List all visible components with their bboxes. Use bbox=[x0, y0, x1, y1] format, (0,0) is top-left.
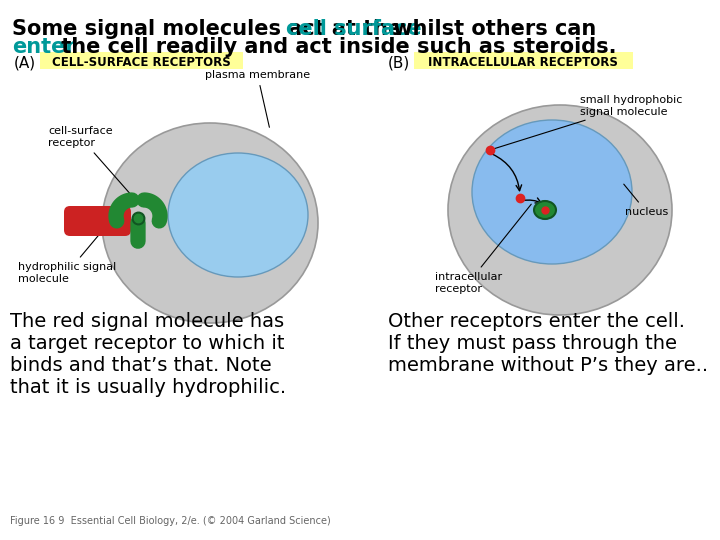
Ellipse shape bbox=[448, 105, 672, 315]
Text: Some signal molecules act at the: Some signal molecules act at the bbox=[12, 19, 410, 39]
Text: cell-surface
receptor: cell-surface receptor bbox=[48, 126, 138, 203]
Text: CELL-SURFACE RECEPTORS: CELL-SURFACE RECEPTORS bbox=[52, 56, 230, 69]
FancyBboxPatch shape bbox=[40, 51, 243, 69]
Text: INTRACELLULAR RECEPTORS: INTRACELLULAR RECEPTORS bbox=[428, 56, 618, 69]
Text: Other receptors enter the cell.
If they must pass through the
membrane without P: Other receptors enter the cell. If they … bbox=[388, 312, 708, 375]
Text: small hydrophobic
signal molecule: small hydrophobic signal molecule bbox=[492, 95, 683, 149]
FancyBboxPatch shape bbox=[413, 51, 632, 69]
Text: intracellular
receptor: intracellular receptor bbox=[435, 204, 531, 294]
Ellipse shape bbox=[534, 201, 556, 219]
Text: nucleus: nucleus bbox=[624, 184, 668, 217]
Ellipse shape bbox=[102, 123, 318, 323]
Text: whilst others can: whilst others can bbox=[385, 19, 595, 39]
Text: plasma membrane: plasma membrane bbox=[205, 70, 310, 127]
Ellipse shape bbox=[168, 153, 308, 277]
Text: the cell readily and act inside such as steroids.: the cell readily and act inside such as … bbox=[53, 37, 616, 57]
FancyBboxPatch shape bbox=[64, 206, 131, 236]
Text: cell surface: cell surface bbox=[286, 19, 421, 39]
Text: The red signal molecule has
a target receptor to which it
binds and that’s that.: The red signal molecule has a target rec… bbox=[10, 312, 286, 397]
Text: (B): (B) bbox=[388, 55, 410, 70]
Text: hydrophilic signal
molecule: hydrophilic signal molecule bbox=[18, 226, 116, 284]
Ellipse shape bbox=[472, 120, 632, 264]
Text: Figure 16 9  Essential Cell Biology, 2/e. (© 2004 Garland Science): Figure 16 9 Essential Cell Biology, 2/e.… bbox=[10, 516, 330, 526]
Text: (A): (A) bbox=[14, 55, 36, 70]
Text: enter: enter bbox=[12, 37, 76, 57]
